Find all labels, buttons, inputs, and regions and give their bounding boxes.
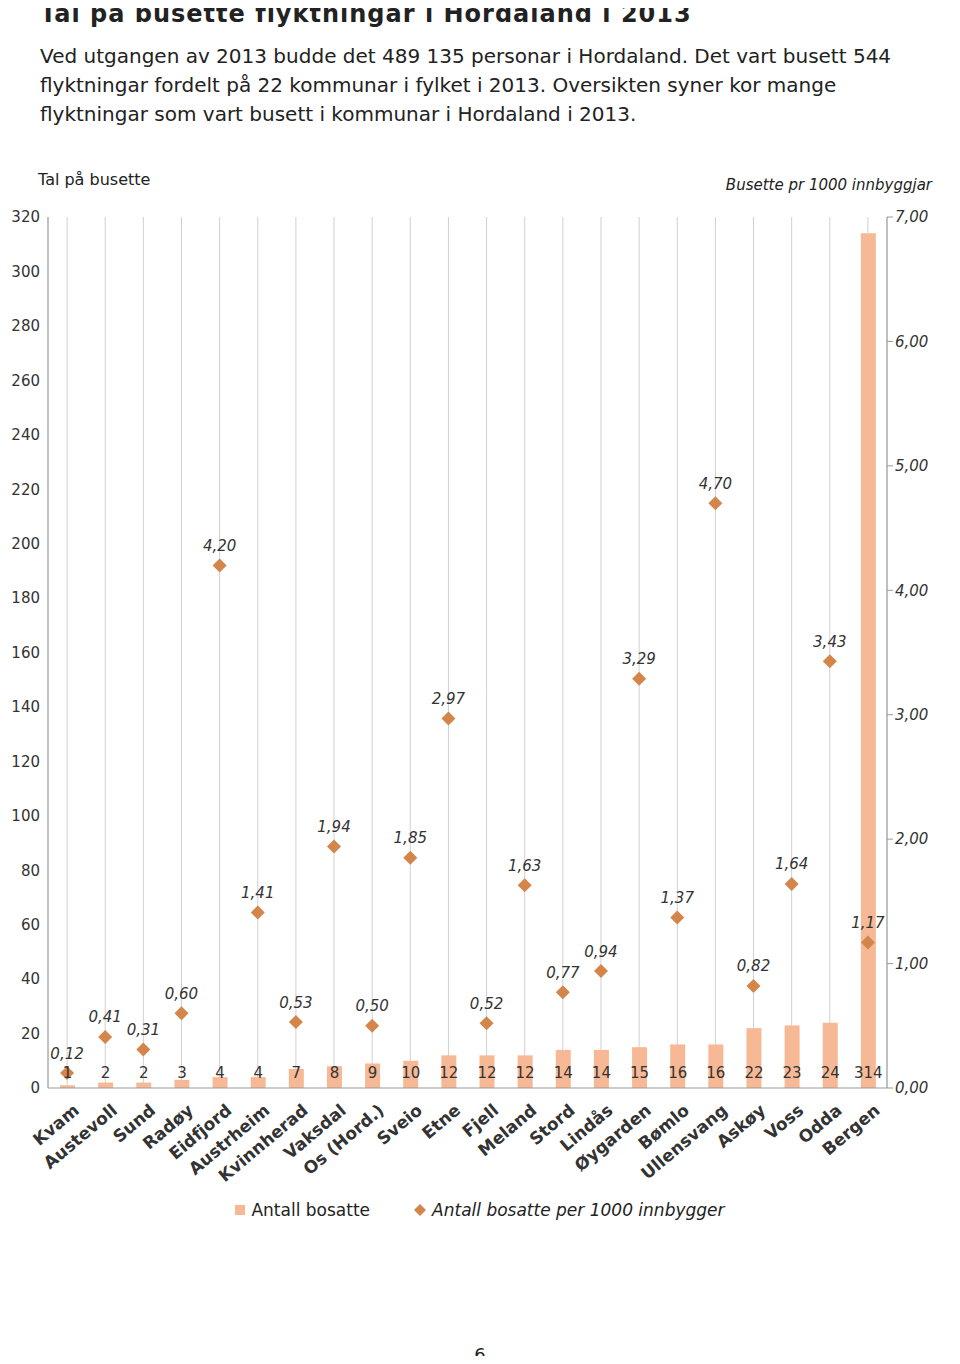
html-text:Antall bosatte: Antall bosatte	[251, 1200, 371, 1220]
html-text:Tal på busette flyktningar i H: Tal på busette flyktningar i Hordaland i…	[40, 0, 692, 28]
svg-text:2,00: 2,00	[895, 830, 928, 848]
svg-text:Vaksdal: Vaksdal	[279, 1099, 350, 1164]
svg-text:0,53: 0,53	[279, 994, 312, 1012]
svg-text:7: 7	[292, 1064, 302, 1082]
svg-text:10: 10	[401, 1064, 420, 1082]
svg-text:3,43: 3,43	[813, 633, 846, 651]
svg-text:3,29: 3,29	[622, 650, 655, 668]
svg-text:16: 16	[668, 1064, 687, 1082]
svg-text:260: 260	[11, 372, 40, 390]
html-text:Antall bosatte per 1000 innbyg: Antall bosatte per 1000 innbygger	[432, 1200, 725, 1220]
svg-text:40: 40	[21, 970, 40, 988]
svg-text:1,64: 1,64	[775, 855, 808, 873]
svg-text:100: 100	[11, 807, 40, 825]
svg-text:12: 12	[439, 1064, 458, 1082]
svg-text:7,00: 7,00	[895, 208, 928, 226]
svg-text:1: 1	[63, 1064, 73, 1082]
svg-text:1,85: 1,85	[394, 829, 427, 847]
svg-text:Sund: Sund	[108, 1099, 160, 1147]
svg-text:Austevoll: Austevoll	[40, 1100, 121, 1173]
svg-text:1,41: 1,41	[241, 884, 274, 902]
svg-text:0,12: 0,12	[50, 1045, 83, 1063]
svg-text:Kvam: Kvam	[29, 1099, 83, 1150]
svg-text:Stord: Stord	[525, 1099, 579, 1149]
svg-text:1,17: 1,17	[851, 914, 885, 932]
svg-text:12: 12	[477, 1064, 496, 1082]
svg-text:9: 9	[368, 1064, 378, 1082]
svg-text:Os (Hord.): Os (Hord.)	[299, 1100, 388, 1179]
svg-text:Radøy: Radøy	[138, 1099, 198, 1154]
svg-text:4,20: 4,20	[203, 537, 236, 555]
svg-text:Etne: Etne	[418, 1100, 464, 1143]
svg-text:280: 280	[11, 317, 40, 335]
svg-text:5,00: 5,00	[895, 457, 928, 475]
html-text:6: 6	[474, 1344, 486, 1364]
svg-text:Sveio: Sveio	[373, 1100, 426, 1149]
svg-text:1,94: 1,94	[317, 818, 350, 836]
svg-text:240: 240	[11, 426, 40, 444]
svg-text:22: 22	[744, 1064, 763, 1082]
html-text:Ved utgangen av 2013 budde det: Ved utgangen av 2013 budde det 489 135 p…	[40, 44, 892, 126]
svg-text:200: 200	[11, 535, 40, 553]
svg-text:1,37: 1,37	[661, 889, 695, 907]
svg-text:0,50: 0,50	[355, 997, 388, 1015]
svg-text:Kvinnherad: Kvinnherad	[214, 1099, 312, 1186]
svg-text:Eidfjord: Eidfjord	[165, 1099, 236, 1164]
svg-text:14: 14	[592, 1064, 611, 1082]
svg-text:4: 4	[253, 1064, 263, 1082]
svg-text:220: 220	[11, 481, 40, 499]
svg-text:Bergen: Bergen	[818, 1100, 883, 1159]
svg-text:0,82: 0,82	[737, 957, 770, 975]
svg-text:0,00: 0,00	[895, 1079, 928, 1097]
svg-text:Øygarden: Øygarden	[570, 1099, 655, 1176]
svg-text:2: 2	[139, 1064, 149, 1082]
svg-text:4,70: 4,70	[699, 475, 732, 493]
svg-text:4,00: 4,00	[895, 582, 928, 600]
svg-text:15: 15	[630, 1064, 649, 1082]
svg-text:24: 24	[821, 1064, 840, 1082]
svg-text:6,00: 6,00	[895, 333, 928, 351]
html-text:Busette pr 1000 innbyggjar: Busette pr 1000 innbyggjar	[725, 176, 932, 194]
svg-text:12: 12	[516, 1064, 535, 1082]
svg-text:3,00: 3,00	[895, 706, 928, 724]
svg-text:160: 160	[11, 644, 40, 662]
svg-text:1,00: 1,00	[895, 955, 928, 973]
html-text:Tal på busette: Tal på busette	[38, 170, 151, 189]
svg-text:Odda: Odda	[794, 1099, 846, 1148]
svg-text:Voss: Voss	[760, 1099, 808, 1144]
svg-text:2,97: 2,97	[432, 690, 466, 708]
svg-text:2: 2	[101, 1064, 111, 1082]
svg-text:60: 60	[21, 916, 40, 934]
svg-text:Ullensvang: Ullensvang	[637, 1099, 732, 1184]
svg-text:320: 320	[11, 208, 40, 226]
svg-text:0,41: 0,41	[89, 1008, 122, 1026]
svg-text:140: 140	[11, 698, 40, 716]
svg-text:8: 8	[330, 1064, 340, 1082]
svg-text:23: 23	[783, 1064, 802, 1082]
svg-text:80: 80	[21, 862, 40, 880]
svg-text:3: 3	[177, 1064, 187, 1082]
svg-text:Bømlo: Bømlo	[634, 1099, 693, 1154]
svg-text:Austrheim: Austrheim	[184, 1099, 274, 1179]
svg-text:180: 180	[11, 589, 40, 607]
svg-text:314: 314	[854, 1064, 883, 1082]
svg-text:300: 300	[11, 263, 40, 281]
svg-text:0,94: 0,94	[584, 943, 617, 961]
svg-text:4: 4	[215, 1064, 225, 1082]
svg-text:16: 16	[706, 1064, 725, 1082]
svg-text:Lindås: Lindås	[555, 1099, 617, 1156]
svg-text:Fjell: Fjell	[458, 1099, 503, 1142]
svg-text:0,52: 0,52	[470, 995, 503, 1013]
svg-text:120: 120	[11, 753, 40, 771]
svg-text:1,63: 1,63	[508, 857, 541, 875]
svg-text:14: 14	[554, 1064, 573, 1082]
svg-text:0,31: 0,31	[127, 1021, 160, 1039]
svg-text:Meland: Meland	[473, 1099, 541, 1161]
svg-text:0,60: 0,60	[165, 985, 198, 1003]
svg-text:20: 20	[21, 1025, 40, 1043]
svg-text:0: 0	[30, 1079, 40, 1097]
svg-text:0,77: 0,77	[546, 964, 580, 982]
svg-text:Askøy: Askøy	[713, 1100, 769, 1152]
